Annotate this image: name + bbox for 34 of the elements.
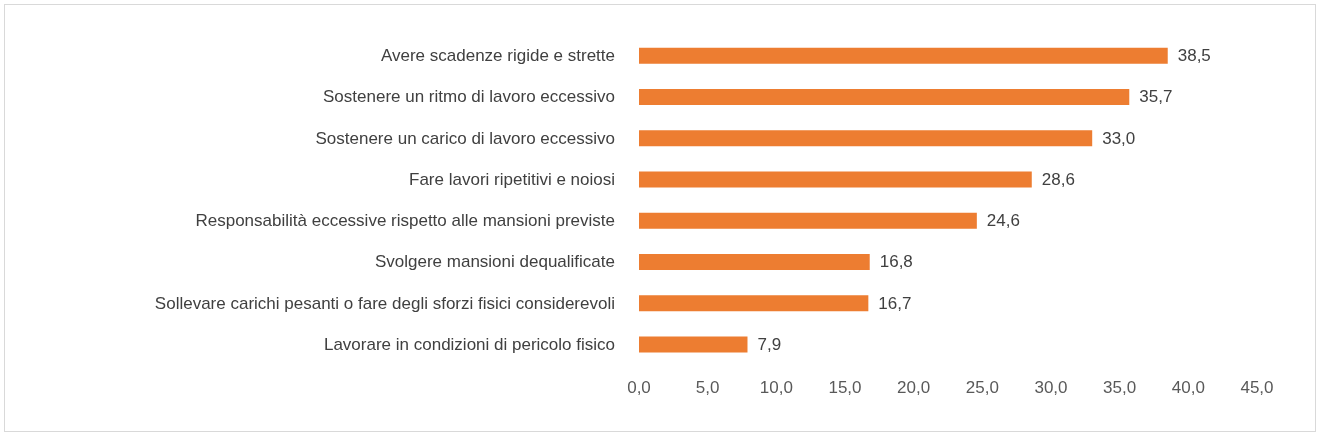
data-label: 7,9	[757, 334, 782, 354]
x-tick-label: 0,0	[627, 378, 651, 397]
bar	[639, 253, 870, 270]
bar	[639, 212, 977, 229]
data-label: 38,5	[1177, 46, 1211, 66]
x-tick-label: 30,0	[1034, 378, 1068, 397]
x-tick-label: 35,0	[1103, 378, 1137, 397]
data-label: 33,0	[1102, 128, 1136, 148]
x-tick-label: 45,0	[1240, 378, 1274, 397]
x-tick-label: 10,0	[759, 378, 793, 397]
data-label: 35,7	[1139, 87, 1173, 107]
data-label: 16,8	[879, 252, 913, 272]
x-tick-label: 40,0	[1171, 378, 1205, 397]
data-label: 28,6	[1041, 169, 1075, 189]
x-tick-label: 15,0	[828, 378, 862, 397]
y-tick-label: Responsabilità eccessive rispetto alle mansioni previste	[195, 211, 615, 231]
bar	[639, 336, 748, 353]
y-tick-label: Fare lavori ripetitivi e noiosi	[409, 169, 615, 189]
bar	[639, 295, 869, 312]
y-tick-label: Sollevare carichi pesanti o fare degli sforzi fisici considerevoli	[154, 293, 615, 313]
data-label: 16,7	[878, 293, 912, 313]
bar	[639, 171, 1032, 188]
y-tick-label: Lavorare in condizioni di pericolo fisico	[323, 334, 615, 354]
x-tick-label: 25,0	[965, 378, 999, 397]
bar	[639, 88, 1130, 105]
y-tick-label: Sostenere un ritmo di lavoro eccessivo	[323, 87, 615, 107]
x-tick-label: 20,0	[897, 378, 931, 397]
bar	[639, 130, 1093, 147]
y-tick-label: Avere scadenze rigide e strette	[380, 46, 615, 66]
data-label: 24,6	[986, 211, 1020, 231]
x-tick-label: 5,0	[695, 378, 720, 397]
bar	[639, 47, 1168, 64]
y-tick-label: Svolgere mansioni dequalificate	[374, 252, 615, 272]
y-tick-label: Sostenere un carico di lavoro eccessivo	[315, 128, 615, 148]
